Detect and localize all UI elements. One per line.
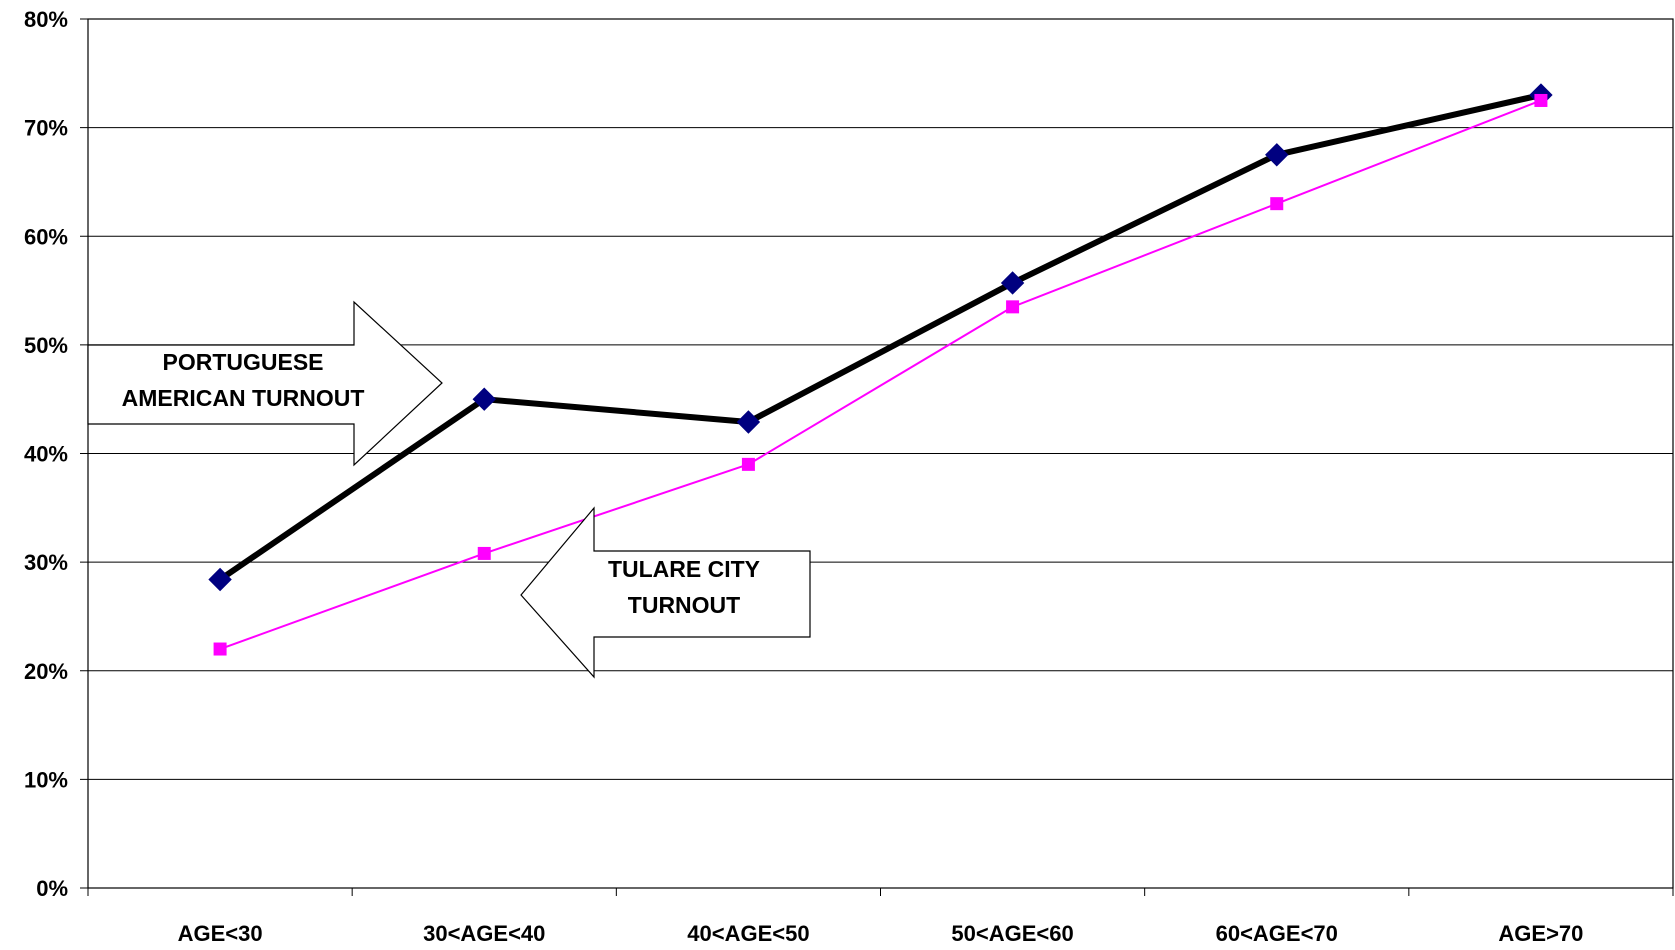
data-point-portuguese (208, 567, 232, 592)
data-point-tulare (1534, 93, 1548, 107)
series-line-portuguese (218, 92, 1542, 582)
y-tick-label: 0% (36, 876, 68, 901)
x-tick-label: 50<AGE<60 (951, 921, 1073, 946)
gridlines (88, 127, 1673, 780)
x-tick-label: 40<AGE<50 (687, 921, 809, 946)
data-point-tulare (213, 642, 227, 656)
data-point-portuguese (472, 387, 496, 411)
data-point-portuguese (736, 410, 761, 434)
y-tick-label: 50% (24, 333, 68, 358)
portuguese-callout-line1: PORTUGUESE (162, 349, 323, 375)
y-axis-tick-labels: 0% 10% 20% 30% 40% 50% 60% 70% 80% (24, 7, 68, 901)
tulare-callout-line1: TULARE CITY (608, 556, 760, 582)
series-markers (208, 83, 1553, 656)
data-point-tulare (477, 546, 491, 560)
series-line-tulare (219, 99, 1542, 650)
y-tick-label: 40% (24, 442, 68, 467)
y-tick-label: 20% (24, 659, 68, 684)
y-tick-label: 70% (24, 116, 68, 141)
tulare-callout-arrow: TULARE CITY TURNOUT (520, 506, 811, 679)
series-lines (218, 92, 1542, 650)
x-tick-label: AGE>70 (1498, 921, 1583, 946)
portuguese-callout-line2: AMERICAN TURNOUT (122, 385, 365, 411)
x-axis-tick-labels: AGE<30 30<AGE<40 40<AGE<50 50<AGE<60 60<AGE<… (178, 921, 1584, 946)
data-point-tulare (1006, 300, 1020, 314)
data-point-portuguese (1265, 143, 1289, 167)
y-tick-label: 80% (24, 7, 68, 32)
axes (80, 18, 1674, 896)
x-tick-label: 30<AGE<40 (423, 921, 545, 946)
y-tick-label: 60% (24, 224, 68, 249)
portuguese-callout-arrow: PORTUGUESE AMERICAN TURNOUT (87, 300, 443, 467)
data-point-portuguese (1000, 271, 1025, 295)
tulare-callout-line2: TURNOUT (628, 592, 740, 618)
data-point-tulare (1270, 197, 1284, 211)
y-tick-label: 10% (24, 767, 68, 792)
x-tick-label: 60<AGE<70 (1216, 921, 1338, 946)
y-tick-label: 30% (24, 550, 68, 575)
data-point-tulare (741, 457, 755, 471)
x-tick-label: AGE<30 (178, 921, 263, 946)
